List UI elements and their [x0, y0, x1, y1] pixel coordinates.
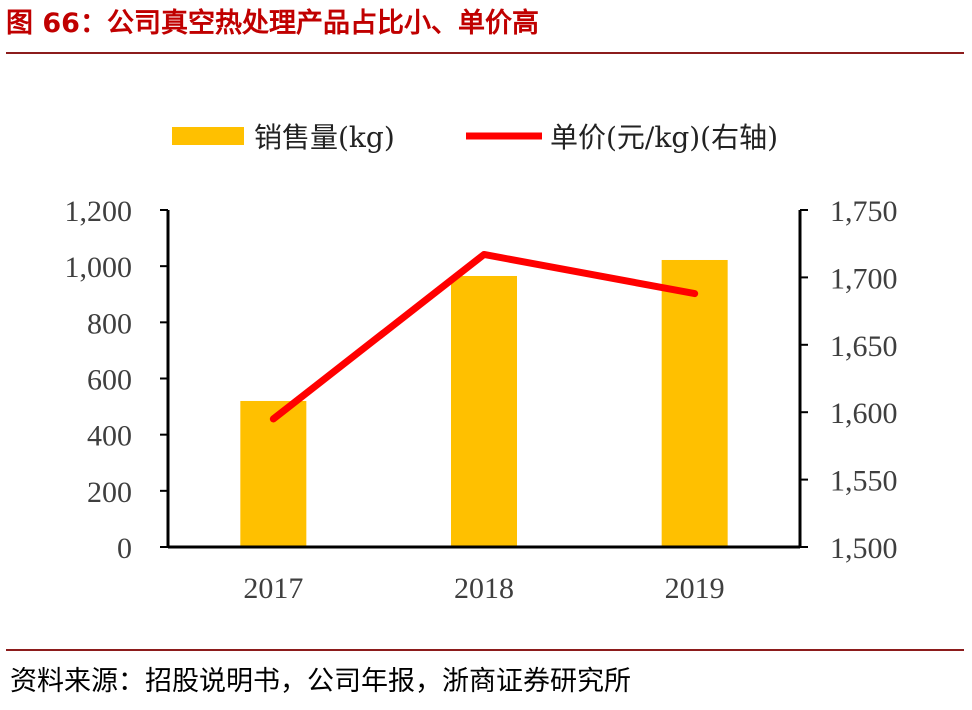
legend-swatch-bar [172, 127, 244, 145]
figure-title: 图 66：公司真空热处理产品占比小、单价高 [6, 8, 539, 39]
x-tick-label-2017: 2017 [243, 572, 303, 605]
y-right-tick-label: 1,500 [830, 532, 898, 565]
source-note: 资料来源：招股说明书，公司年报，浙商证券研究所 [10, 666, 631, 697]
top-rule [6, 52, 964, 54]
y-right-tick-label: 1,600 [830, 397, 898, 430]
bar-2017 [240, 400, 307, 547]
y-right-tick-label: 1,750 [830, 195, 898, 228]
legend-label-line: 单价(元/kg)(右轴) [550, 121, 778, 154]
y-left-tick-label: 0 [117, 532, 132, 565]
y-left-tick-label: 800 [87, 307, 132, 340]
legend-label-bar: 销售量(kg) [254, 121, 395, 154]
axes-layer: 0 200 400 600 800 1,000 1,200 1,500 1,550 1,600 1,… [65, 195, 898, 605]
y-left-tick-label: 1,000 [65, 251, 133, 284]
y-left-tick-label: 200 [87, 476, 132, 509]
line-layer [269, 250, 699, 423]
x-tick-label-2019: 2019 [665, 572, 725, 605]
y-left-tick-label: 400 [87, 420, 132, 453]
bottom-rule [6, 649, 964, 651]
bar-2019 [661, 259, 728, 547]
y-left-tick-label: 600 [87, 364, 132, 397]
y-right-tick-label: 1,650 [830, 330, 898, 363]
x-tick-label-2018: 2018 [454, 572, 514, 605]
y-left-tick-label: 1,200 [65, 195, 133, 228]
legend: 销售量(kg) 单价(元/kg)(右轴) [172, 121, 778, 154]
bar-2018 [451, 275, 517, 547]
y-right-tick-label: 1,700 [830, 262, 898, 295]
bars-layer [240, 259, 728, 547]
y-right-tick-label: 1,550 [830, 465, 898, 498]
chart: 销售量(kg) 单价(元/kg)(右轴) 0 200 400 600 800 1,000 1… [65, 121, 898, 605]
